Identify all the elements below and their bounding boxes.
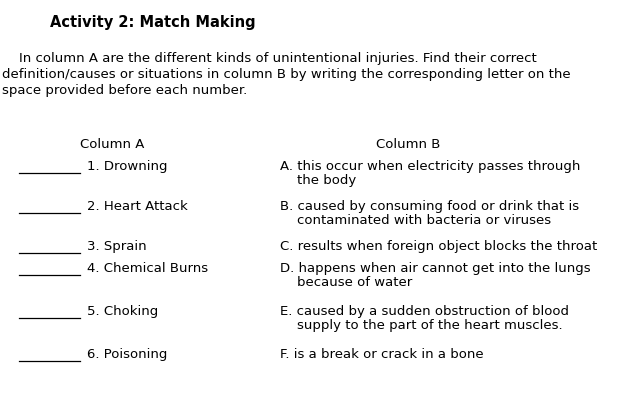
Text: 4. Chemical Burns: 4. Chemical Burns [87,262,208,275]
Text: 1. Drowning: 1. Drowning [87,160,167,173]
Text: B. caused by consuming food or drink that is: B. caused by consuming food or drink tha… [280,200,579,213]
Text: Activity 2: Match Making: Activity 2: Match Making [50,15,256,30]
Text: 2. Heart Attack: 2. Heart Attack [87,200,188,213]
Text: E. caused by a sudden obstruction of blood: E. caused by a sudden obstruction of blo… [280,305,568,318]
Text: 6. Poisoning: 6. Poisoning [87,348,167,361]
Text: In column A are the different kinds of unintentional injuries. Find their correc: In column A are the different kinds of u… [2,52,537,65]
Text: definition/causes or situations in column B by writing the corresponding letter : definition/causes or situations in colum… [2,68,570,81]
Text: supply to the part of the heart muscles.: supply to the part of the heart muscles. [280,319,563,332]
Text: 5. Choking: 5. Choking [87,305,158,318]
Text: 3. Sprain: 3. Sprain [87,240,147,253]
Text: A. this occur when electricity passes through: A. this occur when electricity passes th… [280,160,580,173]
Text: F. is a break or crack in a bone: F. is a break or crack in a bone [280,348,484,361]
Text: space provided before each number.: space provided before each number. [2,84,248,97]
Text: C. results when foreign object blocks the throat: C. results when foreign object blocks th… [280,240,597,253]
Text: the body: the body [280,174,356,187]
Text: because of water: because of water [280,276,412,289]
Text: Column B: Column B [376,138,440,151]
Text: Column A: Column A [80,138,145,151]
Text: contaminated with bacteria or viruses: contaminated with bacteria or viruses [280,214,551,227]
Text: D. happens when air cannot get into the lungs: D. happens when air cannot get into the … [280,262,590,275]
